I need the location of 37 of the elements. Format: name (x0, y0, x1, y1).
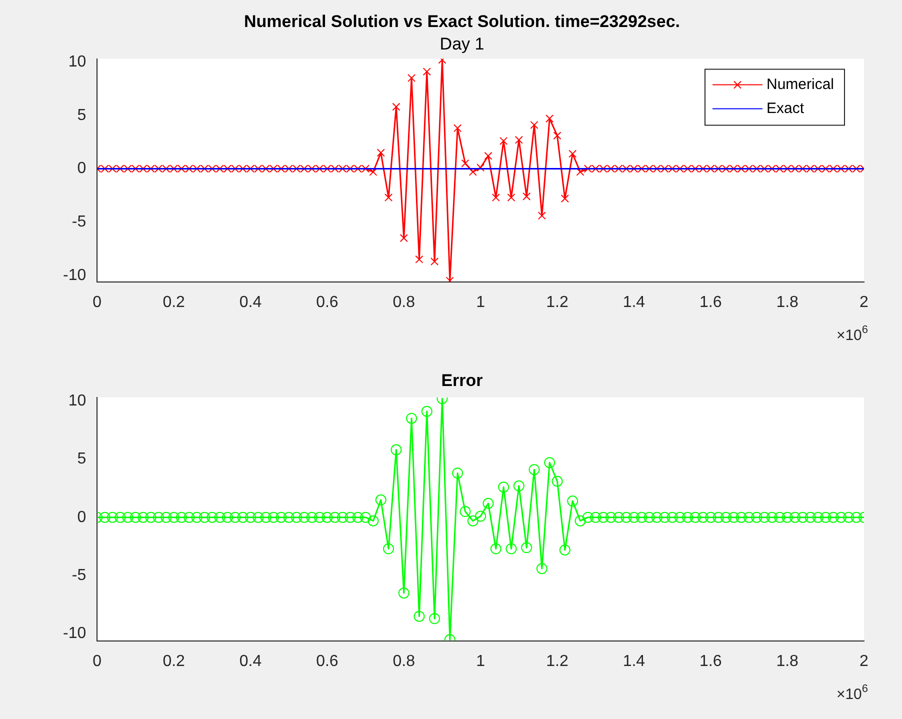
x-tick-label: 0.6 (316, 294, 338, 311)
x-tick-label: 2 (860, 294, 869, 311)
x-tick-label: 1.2 (546, 652, 568, 670)
y-tick-label: -5 (72, 566, 86, 584)
legend-label: Exact (766, 100, 805, 117)
x-tick-label: 0.2 (162, 652, 186, 670)
y-tick-label: -5 (72, 213, 86, 230)
x-tick-label: 1 (476, 652, 486, 670)
chart-subtitle: Day 1 (440, 34, 484, 54)
x-tick-label: 1.8 (776, 294, 799, 311)
x-tick-label: 0.8 (392, 652, 416, 670)
y-tick-label: 10 (68, 392, 86, 410)
x-tick-label: 1.2 (546, 294, 568, 311)
x-tick-label: 1.4 (622, 652, 646, 670)
x-tick-label: 2 (860, 652, 869, 670)
x-tick-label: 1.8 (776, 652, 799, 670)
x-tick-label: 0 (92, 652, 102, 670)
x-tick-label: 0.6 (316, 652, 338, 670)
x-tick-label: 1 (476, 294, 486, 311)
x-tick-label: 0.4 (239, 652, 262, 670)
y-tick-label: 0 (77, 508, 86, 526)
y-tick-label: -10 (63, 266, 86, 284)
x-tick-label: 1.4 (622, 294, 646, 311)
x-tick-label: 1.6 (700, 294, 722, 311)
x-tick-label: 0.2 (162, 294, 186, 311)
x-tick-label: 1.6 (700, 652, 722, 670)
x-tick-label: 0.4 (239, 294, 262, 311)
x-tick-label: 0 (92, 294, 102, 311)
chart-title: Numerical Solution vs Exact Solution. time=23292sec. (244, 12, 680, 31)
y-tick-label: -10 (63, 625, 86, 642)
y-tick-label: 10 (68, 53, 86, 70)
chart-title: Error (441, 370, 484, 390)
y-tick-label: 0 (77, 160, 86, 178)
y-tick-label: 5 (77, 106, 86, 124)
x-tick-label: 0.8 (392, 294, 416, 311)
legend-label: Numerical (766, 76, 834, 93)
y-tick-label: 5 (77, 450, 86, 468)
